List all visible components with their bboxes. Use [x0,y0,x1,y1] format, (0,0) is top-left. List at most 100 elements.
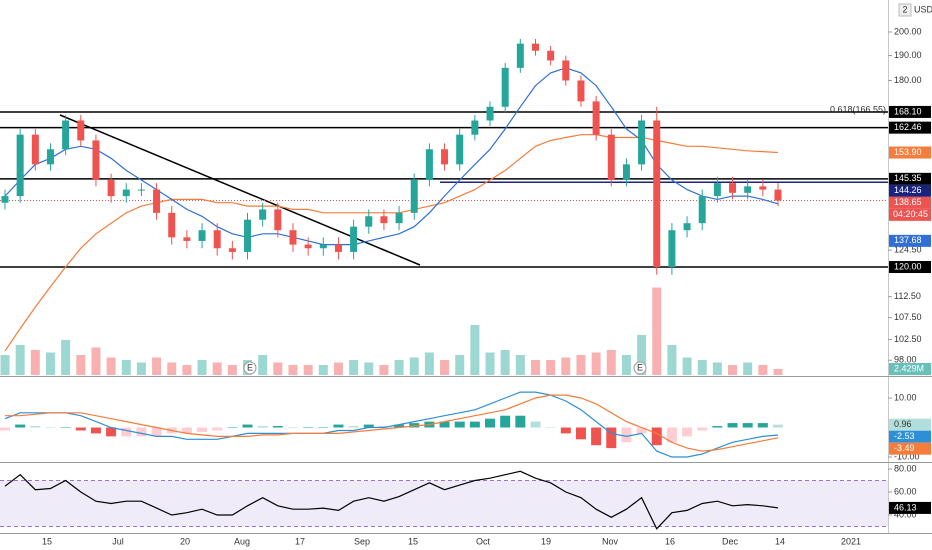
volume-bar [576,355,586,375]
volume-bar [318,365,328,375]
candle-body [244,219,252,252]
candle-body [471,120,479,135]
y-tick-label: 60.00 [894,486,917,496]
volume-bar [440,360,450,375]
price-tag-label: 168.10 [894,106,922,116]
macd-histogram-bar [666,427,677,443]
volume-bar [258,355,268,375]
candle-body [46,149,54,165]
candle-body [198,230,206,241]
candle-body [441,149,449,165]
volume-bar [167,362,177,375]
price-tag-label: 144.26 [894,185,922,195]
fib-label: 0.618(166.55) [830,104,886,114]
candle-body [107,179,115,197]
macd-histogram-bar [606,427,617,449]
candle-body [31,134,39,165]
macd-histogram-bar [348,426,359,428]
countdown-label: 04:20:45 [893,209,928,219]
macd-histogram-bar [469,421,480,428]
candle-body [744,186,752,193]
volume-bar [697,360,707,375]
candle-body [289,230,297,245]
macd-histogram-bar [727,423,738,428]
macd-histogram-bar [742,423,753,428]
x-tick-label: Nov [602,536,619,546]
volume-bar [45,352,55,375]
volume-bar [379,365,389,375]
candle-body [516,43,524,68]
y-tick-label: 80.00 [894,463,917,473]
volume-bar [606,350,616,375]
volume-bar [136,362,146,375]
macd-histogram-bar [530,421,541,428]
volume-bar [61,340,71,375]
candle-body [668,230,676,268]
candle-body [16,134,24,197]
macd-histogram-bar [773,424,783,428]
candle-body [425,149,433,180]
ma-slow-line [4,134,779,352]
candle-body [137,189,145,191]
macd-histogram-bar [394,424,405,428]
volume-bar [591,352,601,375]
candle-body [501,67,509,107]
y-tick-label: 112.50 [894,291,921,301]
macd-histogram-bar [575,427,586,440]
macd-tag [889,430,931,443]
y-tick-label: 40.00 [894,509,917,519]
y-tick-label: 200.00 [894,26,922,36]
macd-histogram-bar [287,427,298,429]
macd-histogram-bar [757,423,768,428]
price-tag [889,146,931,159]
volume-bar [712,362,722,375]
volume-bar [212,362,222,375]
macd-histogram-bar [257,426,268,428]
trend-line [59,114,421,266]
macd-histogram-bar [0,427,10,431]
y-tick-label: 190.00 [894,50,922,60]
volume-bar [227,365,237,375]
x-tick-label: 20 [180,536,190,546]
ma-fast-line [4,67,779,246]
macd-histogram-bar [454,421,465,428]
volume-bar [303,365,313,375]
volume-bar [652,287,662,375]
price-tag [889,196,931,209]
macd-histogram-bar [621,427,632,443]
candle-body [562,60,570,81]
countdown-tag [889,208,931,221]
candle-body [531,43,539,51]
price-tag [889,172,931,185]
volume-bar [121,360,131,375]
volume-bar [76,355,86,375]
macd-histogram-bar [712,426,723,428]
x-tick-label: Aug [234,536,250,546]
signal-line [5,394,779,452]
candle-body [122,189,130,197]
candle-body [713,183,721,197]
x-tick-label: Oct [476,536,491,546]
volume-bar [30,350,40,375]
scale-box[interactable] [898,3,912,17]
y-tick-label: -10.00 [894,451,920,461]
volume-bar [394,360,404,375]
x-tick-label: 15 [42,536,52,546]
volume-bar [728,365,738,375]
macd-histogram-bar [363,424,374,428]
price-tag-label: 120.00 [894,261,922,271]
candle-body [395,212,403,224]
macd-histogram-bar [591,427,602,446]
candle-body [62,120,70,150]
macd-tag-label: -2.53 [894,431,915,441]
macd-histogram-bar [90,427,101,434]
macd-histogram-bar [136,427,147,437]
earnings-marker [633,361,647,375]
volume-bar [561,357,571,375]
macd-histogram-bar [682,427,693,437]
candle-body [622,164,630,180]
header-label: 2 [902,4,907,14]
candle-body [77,120,85,141]
